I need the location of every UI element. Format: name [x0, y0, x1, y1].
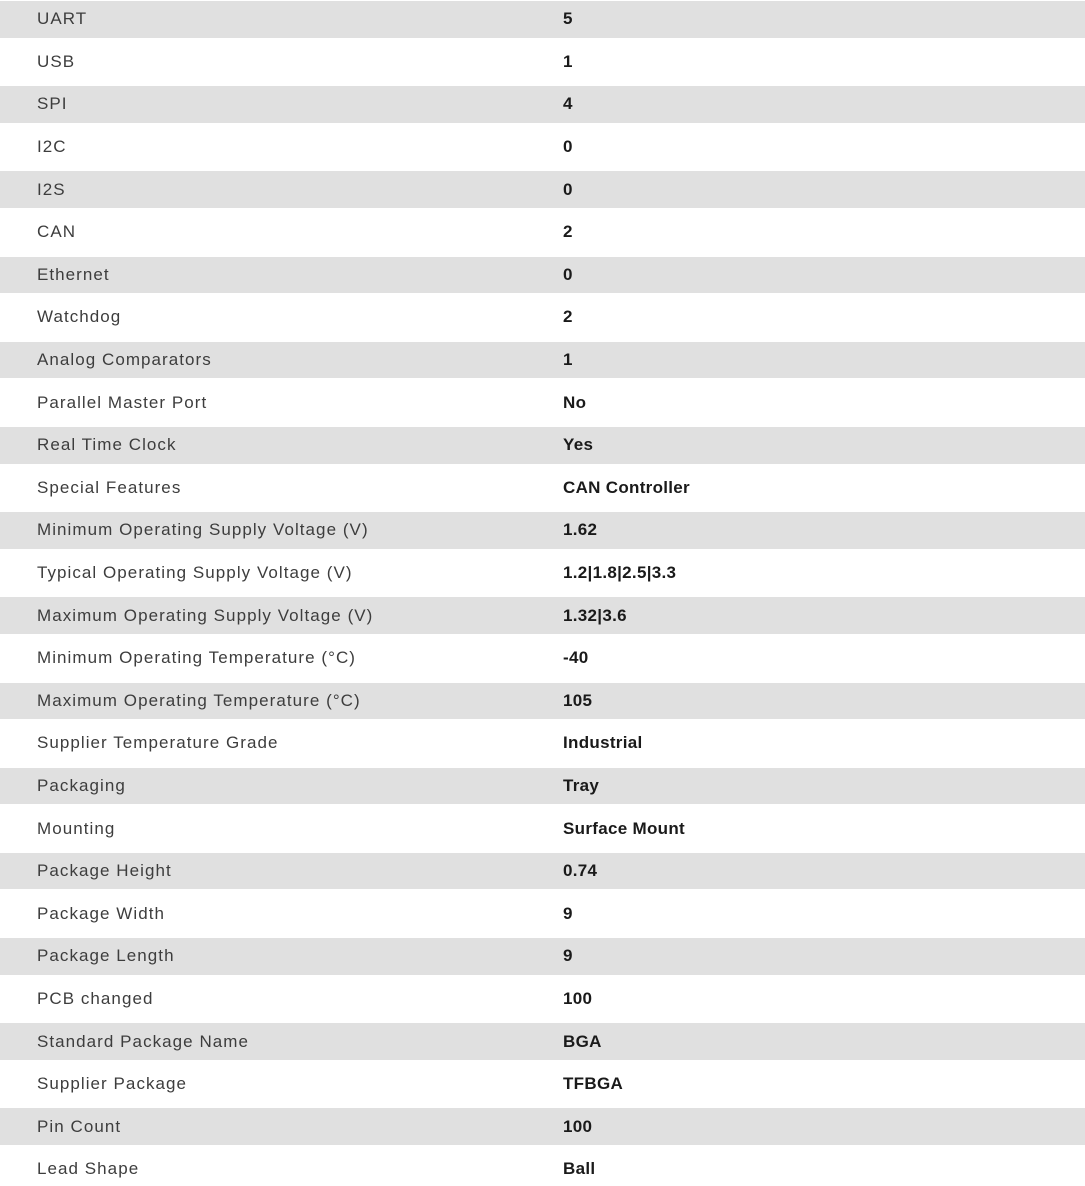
spec-attribute-value: Yes — [563, 435, 594, 455]
table-row: Lead Shape Ball — [0, 1148, 1085, 1186]
spec-attribute-value: 1 — [563, 350, 573, 370]
table-row: I2C 0 — [0, 126, 1085, 169]
table-row: Maximum Operating Temperature (°C) 105 — [0, 680, 1085, 723]
table-row: Package Length 9 — [0, 935, 1085, 978]
spec-attribute-value: 100 — [563, 1116, 593, 1136]
spec-attribute-value: 1.2|1.8|2.5|3.3 — [563, 563, 677, 583]
spec-attribute-label: USB — [37, 51, 76, 71]
spec-attribute-label: SPI — [37, 94, 68, 114]
spec-attribute-label: Package Height — [37, 861, 172, 881]
spec-attribute-value: 9 — [563, 946, 573, 966]
table-row: Package Width 9 — [0, 892, 1085, 935]
table-row: SPI 4 — [0, 83, 1085, 126]
spec-attribute-label: Mounting — [37, 818, 116, 838]
table-row: Supplier Temperature Grade Industrial — [0, 722, 1085, 765]
spec-attribute-value: 1.62 — [563, 520, 598, 540]
spec-attribute-label: Ethernet — [37, 264, 110, 284]
table-row: Special Features CAN Controller — [0, 467, 1085, 510]
spec-attribute-label: Watchdog — [37, 307, 122, 327]
spec-attribute-value: 9 — [563, 903, 573, 923]
spec-attribute-value: Tray — [563, 775, 600, 795]
spec-attribute-value: 0 — [563, 264, 573, 284]
table-row: Typical Operating Supply Voltage (V) 1.2… — [0, 552, 1085, 595]
spec-attribute-value: 100 — [563, 988, 593, 1008]
spec-attribute-label: UART — [37, 9, 88, 29]
table-row: Pin Count 100 — [0, 1105, 1085, 1148]
table-row: Maximum Operating Supply Voltage (V) 1.3… — [0, 594, 1085, 637]
spec-attribute-value: TFBGA — [563, 1074, 624, 1094]
spec-attribute-label: Typical Operating Supply Voltage (V) — [37, 563, 353, 583]
table-row: PCB changed 100 — [0, 978, 1085, 1021]
spec-attribute-value: 5 — [563, 9, 573, 29]
spec-attribute-label: Standard Package Name — [37, 1031, 249, 1051]
spec-attribute-label: Packaging — [37, 775, 126, 795]
spec-attribute-label: CAN — [37, 222, 77, 242]
table-row: I2S 0 — [0, 168, 1085, 211]
spec-attribute-value: 2 — [563, 307, 573, 327]
table-row: Mounting Surface Mount — [0, 807, 1085, 850]
spec-attribute-value: Surface Mount — [563, 818, 685, 838]
spec-attribute-label: I2C — [37, 137, 67, 157]
table-row: Supplier Package TFBGA — [0, 1063, 1085, 1106]
table-row: CAN 2 — [0, 211, 1085, 254]
table-row: Parallel Master Port No — [0, 381, 1085, 424]
spec-attribute-value: No — [563, 392, 587, 412]
spec-attribute-label: Maximum Operating Temperature (°C) — [37, 690, 361, 710]
spec-attribute-label: Pin Count — [37, 1116, 122, 1136]
spec-attribute-value: BGA — [563, 1031, 602, 1051]
spec-attribute-value: -40 — [563, 648, 589, 668]
table-row: Package Height 0.74 — [0, 850, 1085, 893]
table-row: Watchdog 2 — [0, 296, 1085, 339]
spec-attribute-value: 1.32|3.6 — [563, 605, 627, 625]
spec-attribute-value: 0 — [563, 137, 573, 157]
spec-attribute-value: 4 — [563, 94, 573, 114]
spec-attribute-label: Supplier Package — [37, 1074, 188, 1094]
table-row: UART 5 — [0, 0, 1085, 41]
spec-attribute-label: Parallel Master Port — [37, 392, 208, 412]
spec-attribute-label: Special Features — [37, 477, 182, 497]
table-row: Minimum Operating Supply Voltage (V) 1.6… — [0, 509, 1085, 552]
spec-attribute-label: Maximum Operating Supply Voltage (V) — [37, 605, 374, 625]
spec-attribute-value: 105 — [563, 690, 593, 710]
spec-attribute-value: 2 — [563, 222, 573, 242]
spec-attribute-label: PCB changed — [37, 988, 154, 1008]
spec-attribute-value: Industrial — [563, 733, 643, 753]
spec-attribute-value: 1 — [563, 51, 573, 71]
table-row: Packaging Tray — [0, 765, 1085, 808]
spec-attribute-label: Real Time Clock — [37, 435, 177, 455]
spec-attribute-label: Package Width — [37, 903, 165, 923]
spec-attribute-label: Minimum Operating Temperature (°C) — [37, 648, 356, 668]
table-row: Minimum Operating Temperature (°C) -40 — [0, 637, 1085, 680]
spec-attribute-label: Minimum Operating Supply Voltage (V) — [37, 520, 369, 540]
spec-attribute-value: Ball — [563, 1159, 596, 1179]
spec-attribute-label: Supplier Temperature Grade — [37, 733, 279, 753]
spec-attribute-label: Package Length — [37, 946, 175, 966]
spec-attribute-label: Lead Shape — [37, 1159, 140, 1179]
table-row: Analog Comparators 1 — [0, 339, 1085, 382]
spec-attribute-label: I2S — [37, 179, 66, 199]
spec-attribute-value: CAN Controller — [563, 477, 690, 497]
table-row: Real Time Clock Yes — [0, 424, 1085, 467]
table-row: Standard Package Name BGA — [0, 1020, 1085, 1063]
spec-attribute-value: 0 — [563, 179, 573, 199]
spec-attribute-value: 0.74 — [563, 861, 598, 881]
table-row: USB 1 — [0, 41, 1085, 84]
table-row: Ethernet 0 — [0, 254, 1085, 297]
spec-attribute-label: Analog Comparators — [37, 350, 212, 370]
